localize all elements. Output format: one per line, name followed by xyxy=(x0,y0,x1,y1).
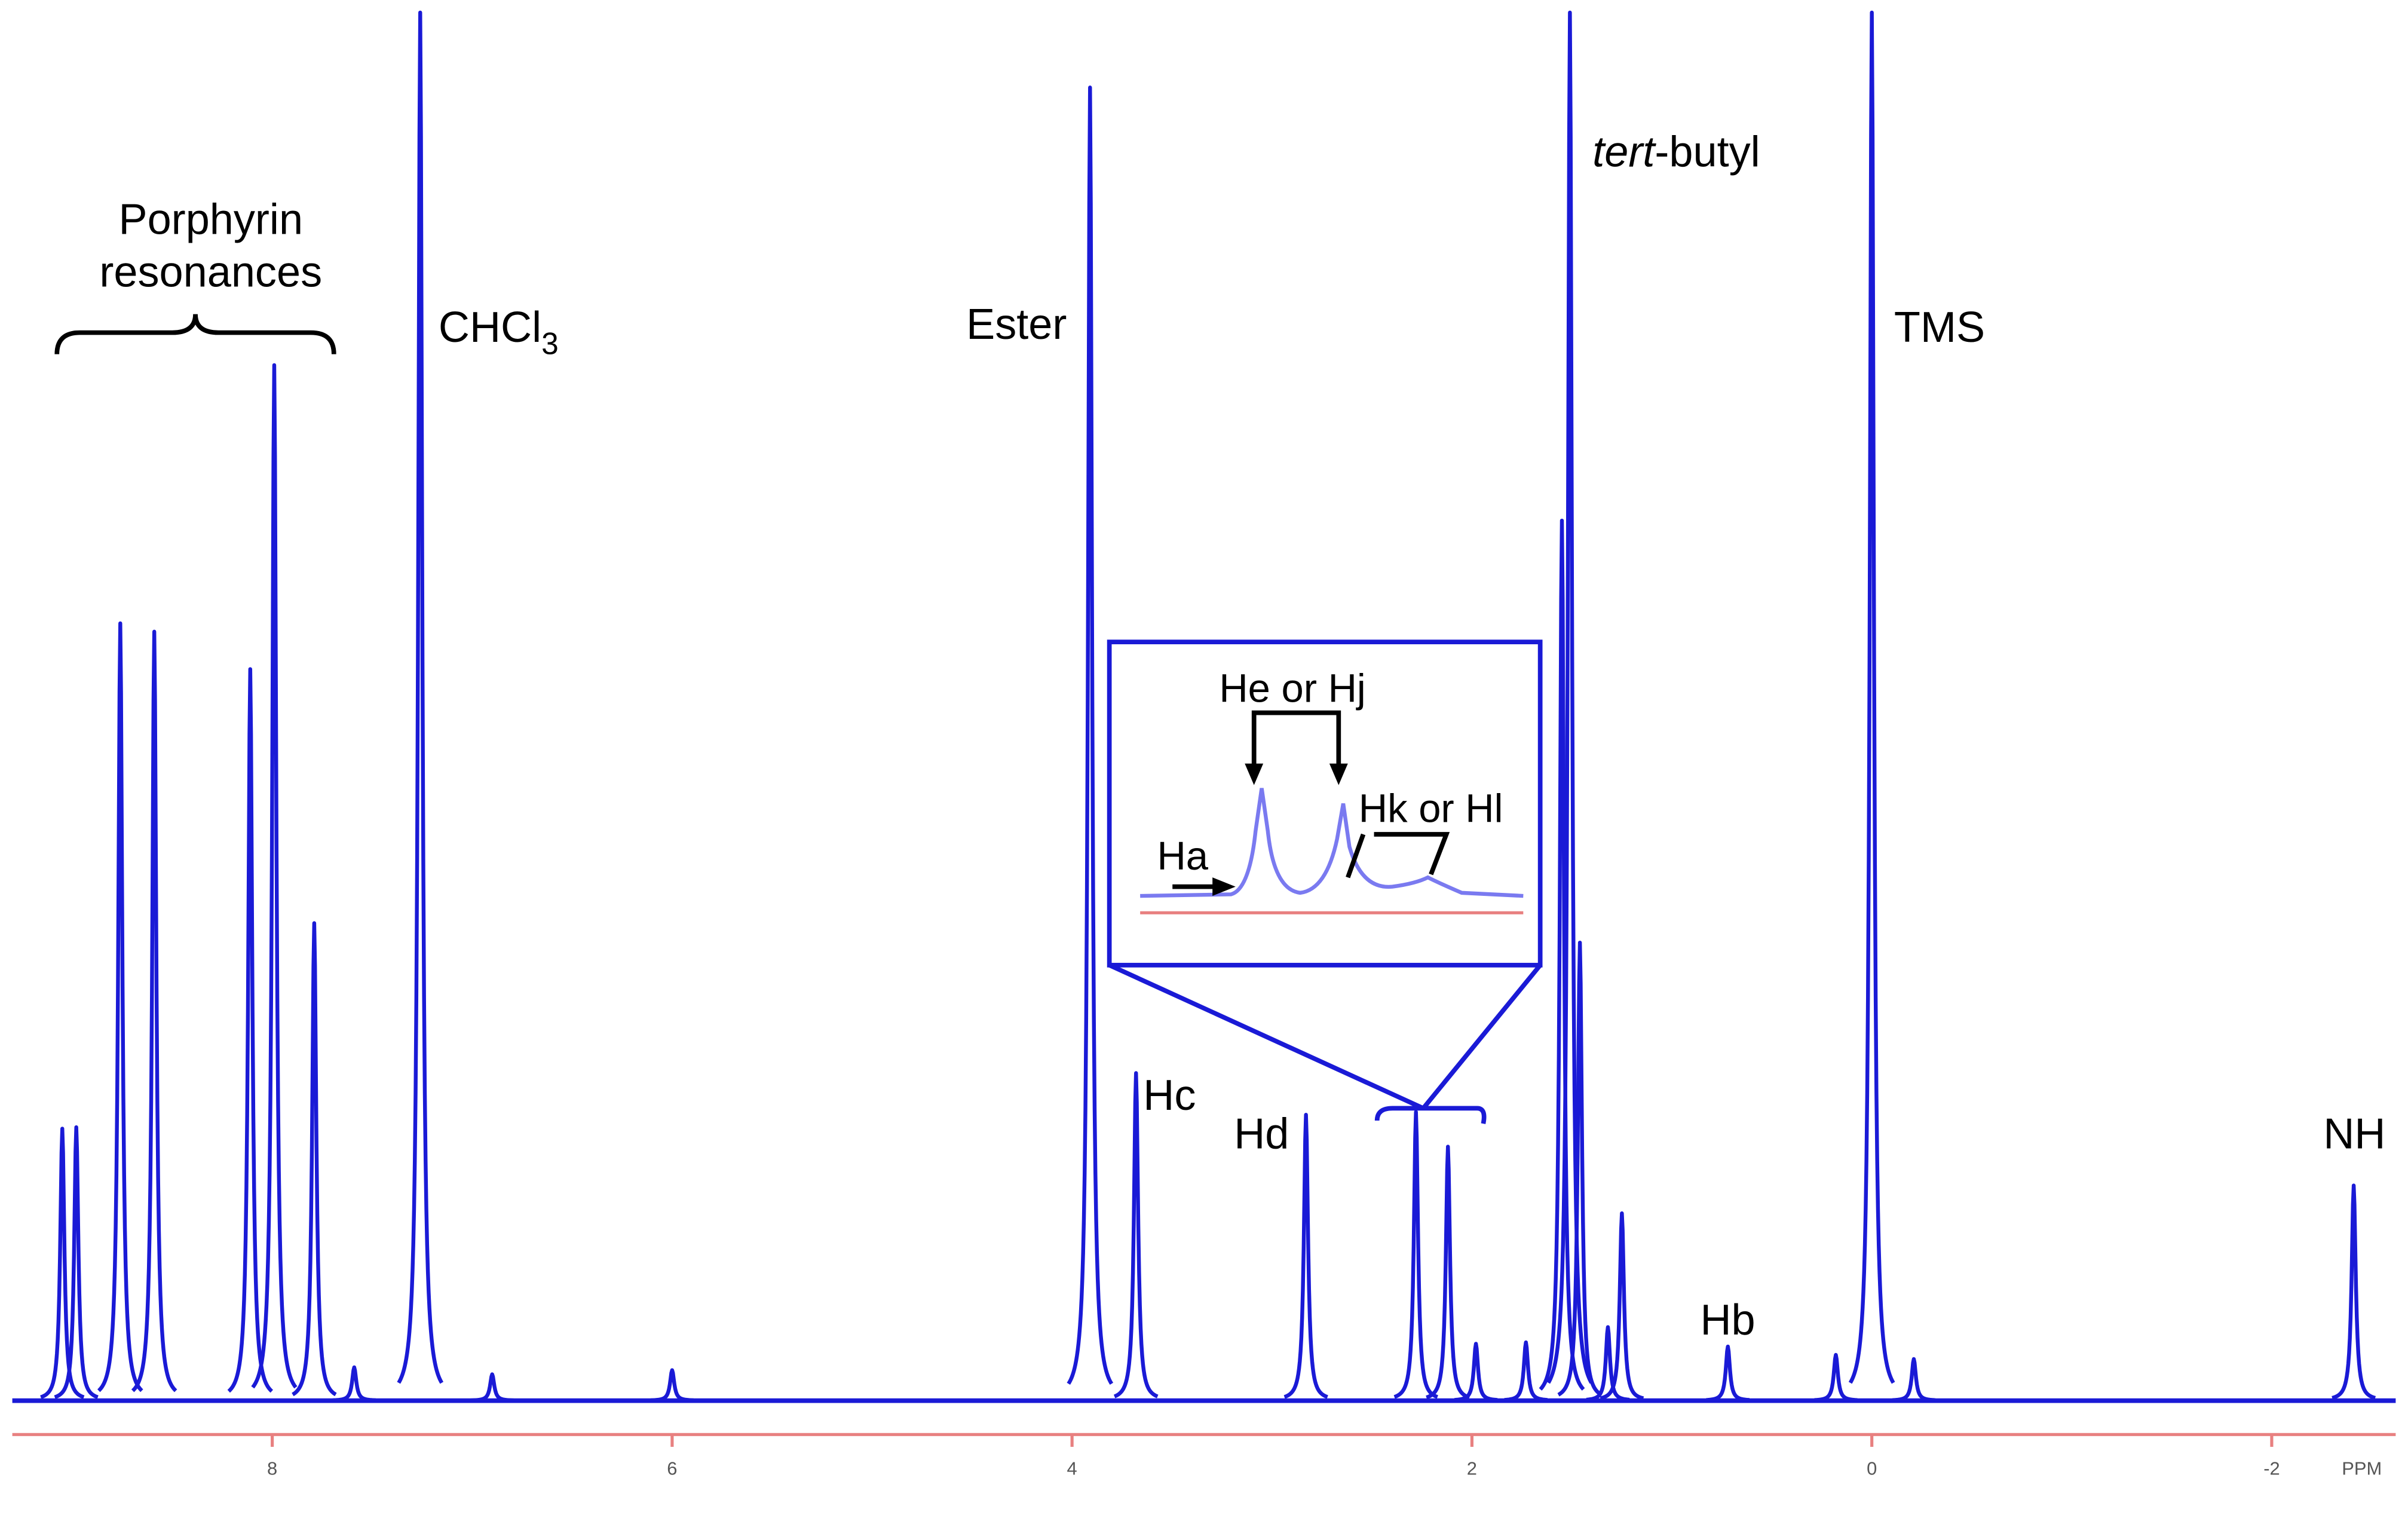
inset-connector xyxy=(1421,963,1542,1110)
x-axis-label: PPM xyxy=(2342,1458,2382,1479)
inset-label: Ha xyxy=(1157,834,1208,879)
peak xyxy=(97,621,143,1393)
peak xyxy=(1599,1211,1645,1400)
peak xyxy=(649,1368,695,1403)
annotation-text: tert xyxy=(1592,128,1656,176)
peak xyxy=(1393,1110,1439,1399)
peak xyxy=(39,1127,85,1399)
peak xyxy=(1425,1144,1471,1400)
peak xyxy=(227,667,274,1393)
peak xyxy=(1539,518,1585,1391)
x-tick-label: 2 xyxy=(1467,1458,1477,1479)
x-tick-label: 8 xyxy=(267,1458,277,1479)
peak xyxy=(1557,940,1603,1397)
peak xyxy=(331,1365,377,1403)
annotation-text: CHCl xyxy=(439,304,541,351)
inset: He or Hj Hk or Hl Ha xyxy=(1107,639,1543,1124)
annotation: Porphyrin xyxy=(119,196,304,244)
peak xyxy=(251,363,298,1389)
annotation: Hb xyxy=(1700,1296,1755,1344)
x-tick-label: -2 xyxy=(2263,1458,2280,1479)
peak xyxy=(131,629,177,1393)
subscript: 3 xyxy=(541,326,559,361)
peak xyxy=(1813,1352,1859,1402)
inset-arrowheads xyxy=(1245,763,1348,785)
x-tick-label: 6 xyxy=(667,1458,677,1479)
inset-arrowhead xyxy=(1212,877,1236,896)
peak xyxy=(1283,1112,1329,1399)
x-tick-label: 0 xyxy=(1867,1458,1877,1479)
annotation: Hd xyxy=(1234,1110,1289,1158)
peak xyxy=(291,921,337,1397)
annotation: Ester xyxy=(966,301,1067,348)
annotation: CHCl3 xyxy=(439,304,559,361)
inset-connector xyxy=(1108,963,1424,1110)
annotation: tert-butyl xyxy=(1592,128,1760,176)
peak xyxy=(2331,1183,2377,1400)
peak xyxy=(1891,1357,1937,1402)
peak xyxy=(1585,1325,1631,1402)
peak xyxy=(469,1372,515,1403)
annotation: NH xyxy=(2323,1110,2385,1158)
peak xyxy=(1546,10,1594,1384)
peak xyxy=(397,10,444,1384)
inset-label: Hk or Hl xyxy=(1359,786,1503,831)
inset-bracket xyxy=(1251,710,1341,770)
annotation: TMS xyxy=(1894,304,1985,351)
annotation: resonances xyxy=(99,248,322,296)
annotation-text: -butyl xyxy=(1655,128,1760,176)
peak xyxy=(1848,10,1895,1384)
peak xyxy=(1503,1340,1549,1402)
annotation: Hc xyxy=(1143,1072,1196,1119)
inset-trace xyxy=(1140,788,1524,898)
inset-label: He or Hj xyxy=(1219,666,1366,711)
x-tick-label: 4 xyxy=(1067,1458,1077,1479)
inset-bracket xyxy=(1346,832,1450,879)
peak xyxy=(1113,1071,1159,1398)
peak xyxy=(1453,1342,1499,1402)
inset-brace xyxy=(1374,1106,1487,1124)
peak xyxy=(1705,1344,1751,1402)
peak xyxy=(53,1125,99,1399)
peak xyxy=(1067,85,1114,1385)
